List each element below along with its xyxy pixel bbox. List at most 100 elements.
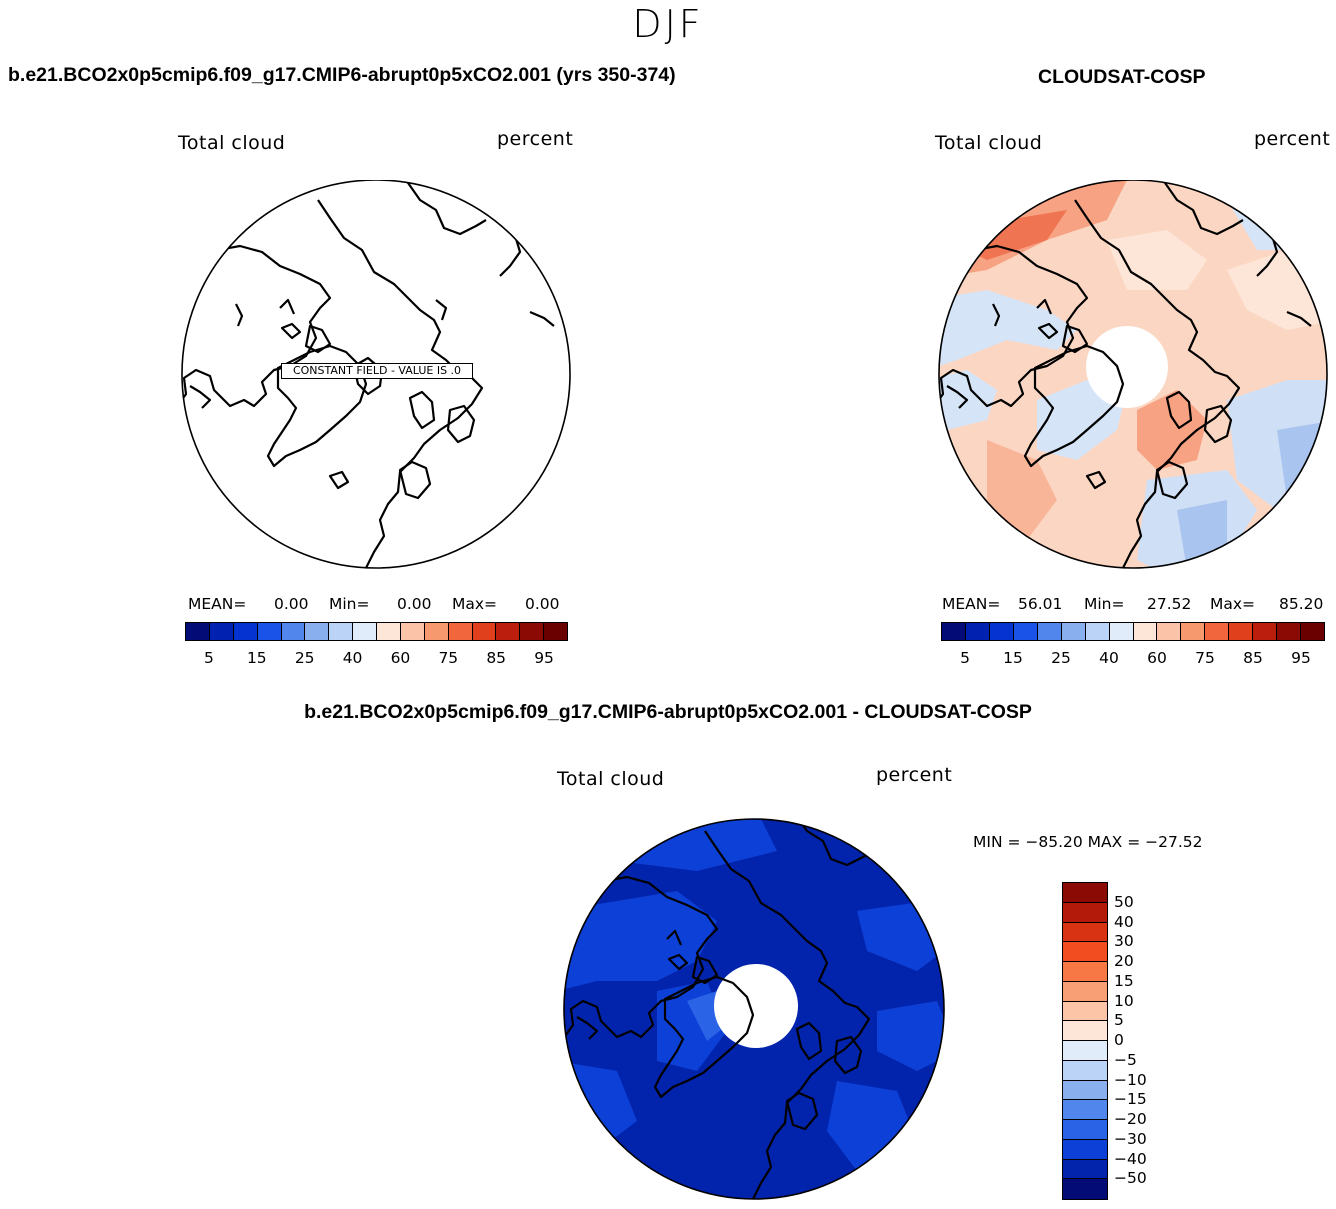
colorbar-swatch (496, 623, 521, 640)
colorbar-swatch (233, 623, 258, 640)
colorbar-swatch (1013, 623, 1038, 640)
min-value-right: 27.52 (1147, 595, 1192, 613)
colorbar-tick-label: −30 (1114, 1129, 1147, 1148)
mean-value-right: 56.01 (1018, 595, 1063, 613)
colorbar-swatch (472, 623, 497, 640)
colorbar-tick-label: 15 (246, 649, 267, 667)
min-value-left: 0.00 (397, 595, 432, 613)
colorbar-tick-label: 0 (1114, 1031, 1124, 1049)
colorbar-swatch (1063, 962, 1107, 982)
colorbar-tick-label: 60 (390, 649, 411, 667)
colorbar-tick-label: 75 (438, 649, 459, 667)
colorbar-tick-label: 5 (960, 649, 970, 667)
colorbar-swatch (1063, 1100, 1107, 1120)
colorbar-swatch (1229, 623, 1254, 640)
minmax-label-diff: MIN = −85.20 MAX = −27.52 (973, 833, 1203, 851)
colorbar-swatch (1157, 623, 1182, 640)
colorbar-tick-label: −50 (1114, 1169, 1147, 1188)
colorbar-tick-label: −15 (1114, 1090, 1147, 1109)
colorbar-swatch (1063, 1139, 1107, 1160)
units-label-right: percent (1254, 128, 1331, 150)
colorbar-diff (1062, 882, 1108, 1200)
colorbar-swatch (257, 623, 282, 640)
mean-label-right: MEAN= (942, 595, 1001, 613)
max-label-left: Max= (452, 595, 498, 613)
colorbar-right (941, 622, 1325, 641)
variable-label-right: Total cloud (935, 132, 1043, 154)
colorbar-tick-label: −40 (1114, 1149, 1147, 1168)
colorbar-swatch (1063, 883, 1107, 903)
colorbar-swatch (1063, 1041, 1107, 1061)
colorbar-swatch (520, 623, 545, 640)
colorbar-swatch (305, 623, 330, 640)
colorbar-swatch (377, 623, 401, 640)
min-label-right: Min= (1084, 595, 1125, 613)
colorbar-swatch (1063, 942, 1107, 962)
colorbar-left (185, 622, 568, 641)
colorbar-tick-label: 25 (1051, 649, 1071, 667)
max-value-left: 0.00 (525, 595, 560, 613)
coastlines-diff (564, 819, 874, 1199)
colorbar-swatch (1277, 623, 1302, 640)
colorbar-swatch (544, 623, 567, 640)
colorbar-swatch (400, 623, 425, 640)
colorbar-swatch (1063, 1021, 1107, 1041)
colorbar-swatch (965, 623, 990, 640)
stats-right: MEAN= 56.01 Min= 27.52 Max= 85.20 (942, 595, 1332, 615)
colorbar-tick-label: 25 (294, 649, 315, 667)
colorbar-tick-label: 5 (1114, 1011, 1124, 1030)
colorbar-tick-label: 60 (1147, 649, 1167, 667)
case-title-diff: b.e21.BCO2x0p5cmip6.f09_g17.CMIP6-abrupt… (304, 701, 1032, 723)
colorbar-swatch (1063, 1001, 1107, 1022)
coastlines-right (939, 180, 1312, 568)
colorbar-tick-label: 40 (342, 649, 363, 667)
variable-label-left: Total cloud (178, 132, 286, 154)
colorbar-tick-label: 75 (1195, 649, 1215, 667)
colorbar-swatch (1063, 902, 1107, 923)
season-title: DJF (632, 2, 704, 46)
colorbar-swatch (989, 623, 1014, 640)
colorbar-tick-label: 85 (486, 649, 507, 667)
colorbar-tick-label: −10 (1114, 1070, 1147, 1089)
max-value-right: 85.20 (1279, 595, 1324, 613)
colorbar-swatch (1205, 623, 1230, 640)
case-title-right: CLOUDSAT-COSP (1038, 66, 1206, 88)
colorbar-tick-label: 15 (1114, 971, 1134, 990)
colorbar-swatch (1063, 922, 1107, 943)
colorbar-tick-label: 50 (1114, 892, 1134, 911)
colorbar-tick-label: 40 (1114, 912, 1134, 931)
colorbar-swatch (1253, 623, 1278, 640)
colorbar-swatch (1063, 1159, 1107, 1180)
min-label-left: Min= (329, 595, 370, 613)
colorbar-tick-label: 95 (534, 649, 554, 667)
colorbar-ticks-left: 5 15 25 40 60 75 85 95 (185, 649, 568, 669)
mean-label-left: MEAN= (188, 595, 247, 613)
polar-map-diff (563, 818, 945, 1200)
colorbar-swatch (281, 623, 306, 640)
colorbar-swatch (1301, 623, 1324, 640)
constant-field-box: CONSTANT FIELD - VALUE IS .0 (281, 363, 473, 379)
colorbar-swatch (1061, 623, 1086, 640)
colorbar-swatch (1063, 1179, 1107, 1199)
colorbar-tick-label: 20 (1114, 952, 1134, 970)
colorbar-swatch (942, 623, 966, 640)
colorbar-swatch (424, 623, 449, 640)
colorbar-swatch (448, 623, 473, 640)
colorbar-swatch (186, 623, 210, 640)
units-label-left: percent (497, 128, 574, 150)
colorbar-swatch (1063, 1120, 1107, 1140)
colorbar-tick-label: 40 (1099, 649, 1119, 667)
colorbar-swatch (1063, 981, 1107, 1002)
colorbar-swatch (1133, 623, 1158, 640)
colorbar-tick-label: 95 (1291, 649, 1311, 667)
colorbar-swatch (1037, 623, 1062, 640)
colorbar-swatch (1063, 1060, 1107, 1081)
colorbar-tick-label: −5 (1114, 1050, 1137, 1069)
colorbar-swatch (1085, 623, 1110, 640)
units-label-diff: percent (876, 764, 953, 786)
stats-left: MEAN= 0.00 Min= 0.00 Max= 0.00 (188, 595, 568, 615)
polar-map-right (938, 180, 1328, 569)
colorbar-swatch (1181, 623, 1206, 640)
colorbar-swatch (329, 623, 354, 640)
colorbar-tick-label: −20 (1114, 1110, 1147, 1128)
